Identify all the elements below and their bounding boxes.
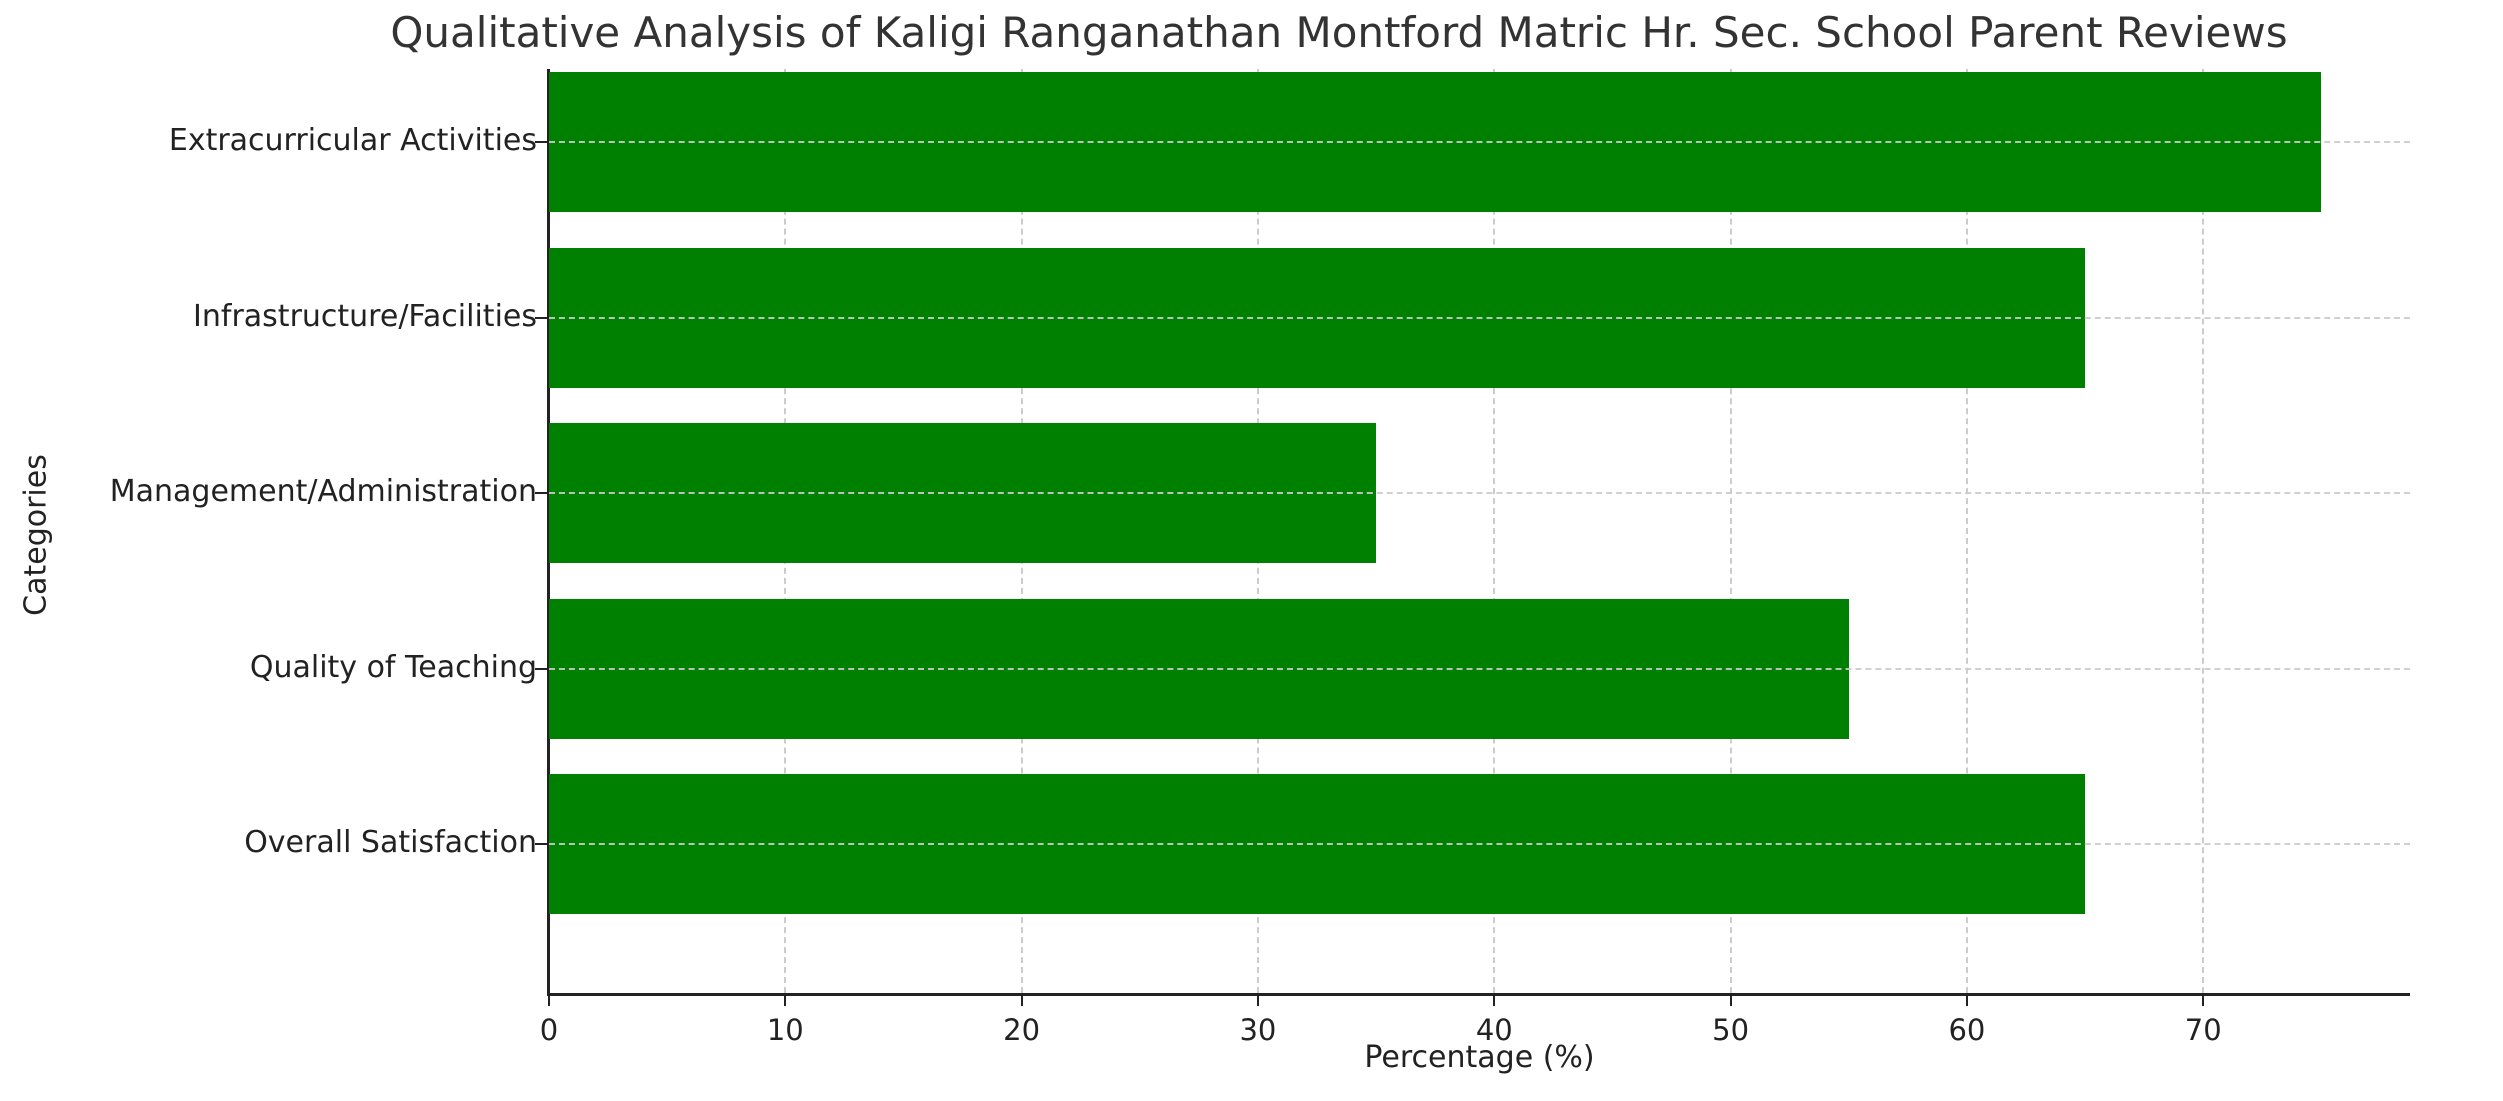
gridline-y	[549, 667, 2410, 670]
x-tick-label: 20	[1003, 1013, 1041, 1047]
y-tick	[535, 316, 547, 319]
x-axis-label: Percentage (%)	[1364, 1040, 1595, 1075]
gridline-y	[549, 843, 2410, 845]
y-tick-label: Management/Administration	[109, 474, 537, 510]
x-tick-label: 30	[1239, 1013, 1277, 1047]
x-tick-label: 60	[1948, 1013, 1986, 1047]
x-axis-line	[547, 993, 2410, 996]
x-tick	[1256, 994, 1259, 1006]
y-tick	[535, 667, 547, 670]
x-tick	[2202, 994, 2205, 1006]
x-tick-label: 40	[1475, 1013, 1513, 1047]
x-tick	[548, 994, 550, 1006]
gridline-y	[549, 141, 2410, 144]
y-tick-label: Infrastructure/Facilities	[193, 298, 537, 334]
y-tick	[535, 141, 547, 144]
y-axis-label: Categories	[18, 454, 54, 616]
y-axis-line	[547, 69, 550, 996]
x-tick	[784, 994, 787, 1006]
y-tick-label: Extracurricular Activities	[168, 123, 537, 159]
x-tick	[1020, 994, 1023, 1006]
x-tick-label: 50	[1712, 1013, 1750, 1047]
y-tick-label: Overall Satisfaction	[244, 825, 537, 860]
y-tick-label: Quality of Teaching	[249, 649, 537, 685]
x-tick-label: 10	[766, 1013, 804, 1047]
x-tick-label: 70	[2184, 1013, 2222, 1047]
gridline-x	[2202, 69, 2205, 993]
gridline-x	[1965, 69, 1968, 993]
gridline-y	[549, 492, 2410, 495]
x-tick	[1493, 994, 1496, 1006]
gridline-y	[549, 316, 2410, 319]
y-tick	[535, 843, 547, 845]
x-tick-label: 0	[539, 1013, 559, 1047]
x-tick	[1729, 994, 1732, 1006]
chart-title: Qualitative Analysis of Kaligi Ranganath…	[390, 8, 2288, 57]
x-tick	[1965, 994, 1968, 1006]
gridline-x	[1493, 69, 1496, 993]
y-tick	[535, 492, 547, 495]
plot-area: 0 10 20 30 40 50 60 70 Overall Satisfaction Quali…	[110, 69, 2410, 1047]
gridline-x	[1729, 69, 1732, 993]
